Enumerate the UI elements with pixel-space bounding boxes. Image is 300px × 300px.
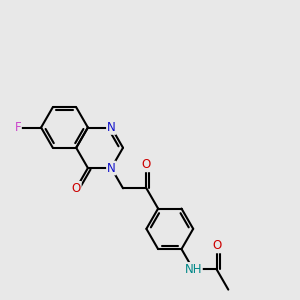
Text: N: N	[107, 121, 116, 134]
Text: F: F	[14, 121, 21, 134]
Text: O: O	[212, 239, 221, 253]
Text: N: N	[107, 161, 116, 175]
Text: O: O	[142, 158, 151, 171]
Text: NH: NH	[184, 263, 202, 276]
Text: O: O	[72, 182, 81, 195]
